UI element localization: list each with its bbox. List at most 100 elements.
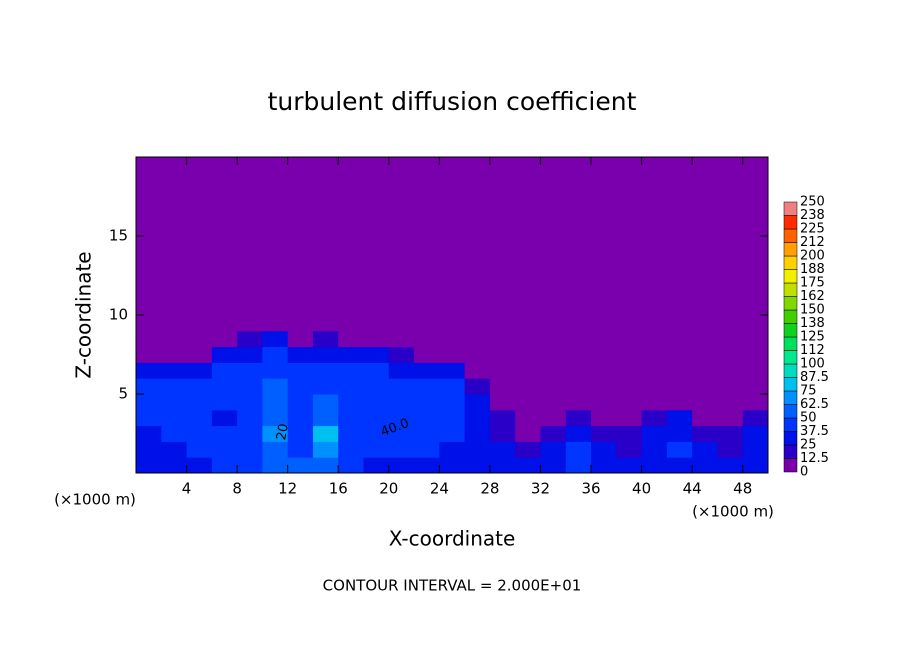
heat-cell	[338, 394, 365, 411]
colorbar-label: 75	[800, 384, 817, 399]
heat-cell	[464, 457, 491, 474]
heat-cell	[414, 346, 440, 363]
x-tick-label: 12	[278, 480, 297, 498]
heat-cell	[742, 409, 769, 427]
heat-cell	[186, 330, 213, 348]
heat-cell	[489, 330, 516, 348]
heat-cell	[464, 157, 491, 332]
heat-cell	[591, 330, 617, 348]
contour-label: 20	[274, 423, 292, 442]
heat-cell	[237, 425, 263, 442]
heat-cell	[515, 457, 541, 474]
colorbar-swatch	[783, 404, 798, 419]
x-unit: (×1000 m)	[692, 503, 774, 521]
heat-cell	[237, 378, 263, 395]
heat-cell	[692, 457, 718, 474]
heat-cell	[414, 457, 440, 474]
heat-cell	[616, 330, 643, 348]
heat-cell	[388, 394, 415, 411]
heat-cell	[388, 346, 415, 363]
heat-cell	[515, 409, 541, 427]
heat-cell	[211, 346, 238, 363]
heat-cell	[363, 394, 390, 411]
heat-cell	[641, 346, 668, 363]
heat-cell	[641, 409, 668, 427]
heat-cell	[312, 394, 339, 411]
heat-cell	[363, 157, 390, 332]
heat-cell	[464, 362, 491, 379]
heat-cell	[237, 409, 263, 427]
x-tick-label: 4	[182, 480, 192, 498]
heat-cell	[439, 330, 466, 348]
heat-cell	[591, 378, 617, 395]
heat-cell	[186, 457, 213, 474]
heat-cell	[515, 346, 541, 363]
heat-cell	[540, 425, 567, 442]
heat-cell	[641, 362, 668, 379]
heat-cell	[338, 409, 365, 427]
heat-cell	[262, 457, 289, 474]
heat-cell	[161, 425, 188, 442]
heat-cell	[414, 441, 440, 458]
heat-cell	[591, 425, 617, 442]
heat-cell	[666, 409, 693, 427]
heat-cell	[136, 362, 162, 379]
heat-cell	[717, 330, 744, 348]
x-tick-label: 16	[329, 480, 348, 498]
heat-cell	[540, 378, 567, 395]
x-tick-label: 24	[430, 480, 449, 498]
heat-cell	[211, 378, 238, 395]
heat-cell	[186, 425, 213, 442]
heat-cell	[414, 157, 440, 332]
heat-cell	[414, 362, 440, 379]
heat-cell	[616, 362, 643, 379]
heat-cell	[616, 409, 643, 427]
heat-cell	[262, 394, 289, 411]
heat-cell	[742, 425, 769, 442]
heat-cell	[136, 409, 162, 427]
colorbar-swatch	[783, 255, 798, 270]
heat-cell	[211, 394, 238, 411]
colorbar-label: 62.5	[800, 397, 829, 412]
x-tick-label: 20	[379, 480, 398, 498]
heat-cell	[237, 157, 263, 332]
heat-cell	[186, 409, 213, 427]
heat-cell	[338, 425, 365, 442]
heat-cell	[717, 394, 744, 411]
heat-cell	[287, 394, 314, 411]
heat-cell	[211, 362, 238, 379]
heat-cell	[616, 425, 643, 442]
heat-cell	[439, 425, 466, 442]
heat-cell	[186, 394, 213, 411]
heat-cell	[388, 441, 415, 458]
heat-cell	[641, 157, 668, 332]
heat-cell	[515, 441, 541, 458]
heat-cell	[439, 362, 466, 379]
heat-cell	[540, 330, 567, 348]
heat-cell	[136, 441, 162, 458]
heat-cell	[565, 441, 592, 458]
heat-cell	[515, 425, 541, 442]
colorbar-swatch	[783, 269, 798, 284]
heat-cell	[540, 441, 567, 458]
heat-cell	[237, 457, 263, 474]
heat-cell	[717, 362, 744, 379]
colorbar-label: 50	[800, 411, 817, 426]
heat-cell	[489, 346, 516, 363]
heat-cell	[742, 157, 769, 332]
heat-cell	[565, 394, 592, 411]
x-tick-label: 36	[581, 480, 600, 498]
heat-cell	[388, 378, 415, 395]
colorbar-swatch	[783, 296, 798, 311]
heat-cell	[464, 346, 491, 363]
heat-cell	[262, 346, 289, 363]
heat-cell	[540, 157, 567, 332]
heat-cell	[211, 441, 238, 458]
heat-cell	[717, 441, 744, 458]
heat-cell	[692, 157, 718, 332]
heat-cell	[692, 378, 718, 395]
colorbar-swatch	[783, 377, 798, 392]
heat-cell	[666, 378, 693, 395]
heat-cell	[161, 409, 188, 427]
